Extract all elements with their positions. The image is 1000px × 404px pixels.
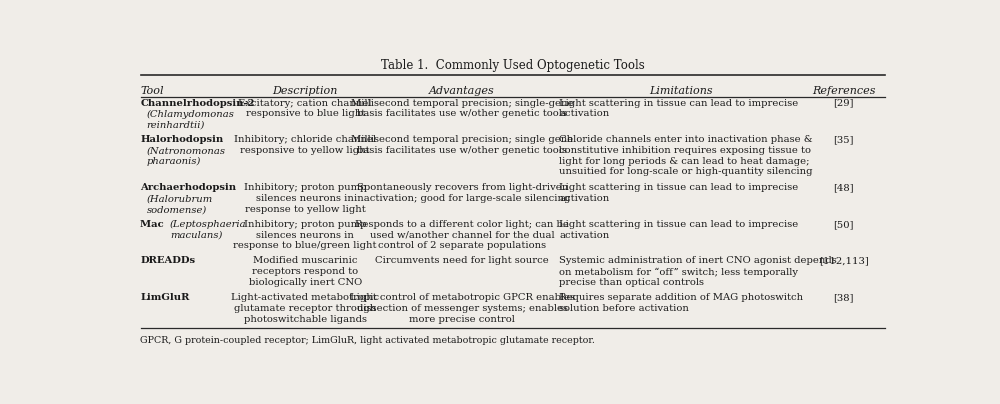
Text: Limitations: Limitations: [649, 86, 713, 96]
Text: Spontaneously recovers from light-driven
inactivation; good for large-scale sile: Spontaneously recovers from light-driven…: [354, 183, 570, 203]
Text: Circumvents need for light source: Circumvents need for light source: [375, 257, 549, 265]
Text: Light scattering in tissue can lead to imprecise
activation: Light scattering in tissue can lead to i…: [559, 220, 798, 240]
Text: (Natronomonas
pharaonis): (Natronomonas pharaonis): [147, 147, 226, 166]
Text: Tool: Tool: [140, 86, 164, 96]
Text: Inhibitory; proton pump
silences neurons in
response to blue/green light: Inhibitory; proton pump silences neurons…: [233, 220, 377, 250]
Text: [48]: [48]: [834, 183, 854, 192]
Text: (Chlamydomonas
reinhardtii): (Chlamydomonas reinhardtii): [147, 110, 235, 130]
Text: Table 1.  Commonly Used Optogenetic Tools: Table 1. Commonly Used Optogenetic Tools: [381, 59, 644, 72]
Text: Inhibitory; proton pump
silences neurons in
response to yellow light: Inhibitory; proton pump silences neurons…: [244, 183, 366, 214]
Text: GPCR, G protein-coupled receptor; LimGluR, light activated metabotropic glutamat: GPCR, G protein-coupled receptor; LimGlu…: [140, 336, 595, 345]
Text: DREADDs: DREADDs: [140, 257, 196, 265]
Text: Light scattering in tissue can lead to imprecise
activation: Light scattering in tissue can lead to i…: [559, 99, 798, 118]
Text: Inhibitory; chloride channel
responsive to yellow light: Inhibitory; chloride channel responsive …: [234, 135, 376, 155]
Text: Mac: Mac: [140, 220, 168, 229]
Text: Chloride channels enter into inactivation phase &
constitutive inhibition requir: Chloride channels enter into inactivatio…: [559, 135, 813, 177]
Text: [35]: [35]: [834, 135, 854, 144]
Text: (Halorubrum
sodomense): (Halorubrum sodomense): [147, 195, 213, 215]
Text: Halorhodopsin: Halorhodopsin: [140, 135, 224, 144]
Text: Responds to a different color light; can be
used w/another channel for the dual
: Responds to a different color light; can…: [355, 220, 569, 250]
Text: Advantages: Advantages: [429, 86, 495, 96]
Text: Light scattering in tissue can lead to imprecise
activation: Light scattering in tissue can lead to i…: [559, 183, 798, 203]
Text: Channelrhodopsin-2: Channelrhodopsin-2: [140, 99, 255, 107]
Text: Light-activated metabotropic
glutamate receptor through
photoswitchable ligands: Light-activated metabotropic glutamate r…: [231, 293, 379, 324]
Text: Archaerhodopsin: Archaerhodopsin: [140, 183, 237, 192]
Text: LimGluR: LimGluR: [140, 293, 190, 302]
Text: Light control of metabotropic GPCR enables
dissection of messenger systems; enab: Light control of metabotropic GPCR enabl…: [350, 293, 575, 324]
Text: Description: Description: [272, 86, 338, 96]
Text: Systemic administration of inert CNO agonist depends
on metabolism for “off” swi: Systemic administration of inert CNO ago…: [559, 257, 837, 287]
Text: [50]: [50]: [834, 220, 854, 229]
Text: Modified muscarinic
receptors respond to
biologically inert CNO: Modified muscarinic receptors respond to…: [249, 257, 362, 287]
Text: (Leptosphaeria
maculans): (Leptosphaeria maculans): [170, 220, 247, 240]
Text: Millisecond temporal precision; single-gene
basis facilitates use w/other geneti: Millisecond temporal precision; single-g…: [351, 99, 573, 118]
Text: Millisecond temporal precision; single gene
basis facilitates use w/other geneti: Millisecond temporal precision; single g…: [351, 135, 573, 155]
Text: [112,113]: [112,113]: [819, 257, 869, 265]
Text: Excitatory; cation channel
responsive to blue light: Excitatory; cation channel responsive to…: [238, 99, 372, 118]
Text: [38]: [38]: [834, 293, 854, 302]
Text: References: References: [812, 86, 876, 96]
Text: [29]: [29]: [834, 99, 854, 107]
Text: Requires separate addition of MAG photoswitch
solution before activation: Requires separate addition of MAG photos…: [559, 293, 803, 313]
